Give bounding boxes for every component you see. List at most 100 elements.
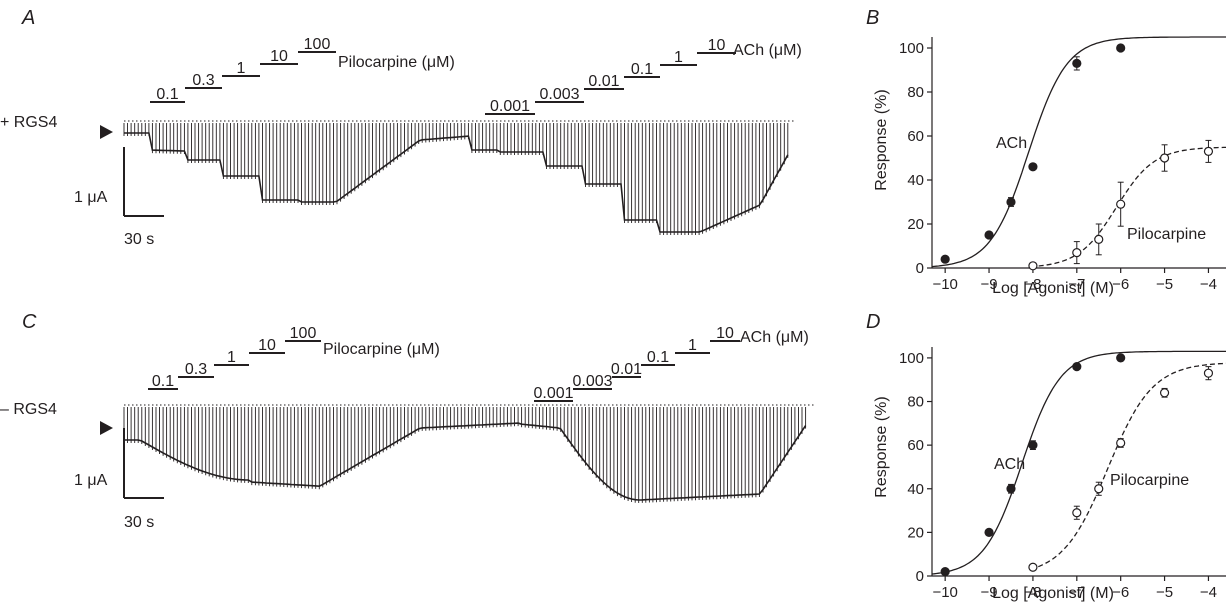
ach-concentration-label: 10 [716, 325, 734, 342]
ach-concentration-label: 1 [674, 49, 683, 66]
ach-concentration-label: 0.01 [611, 361, 642, 378]
pilocarpine-label-c: Pilocarpine (μM) [323, 341, 440, 358]
ach-label-a: ACh (μM) [733, 42, 802, 59]
pilocarpine-concentration-label: 0.3 [185, 361, 207, 378]
y-tick-label: 40 [907, 172, 924, 189]
pilocarpine-data-point [1159, 388, 1170, 398]
pilocarpine-data-point [1028, 562, 1038, 572]
x-tick-label: −4 [1200, 584, 1217, 601]
y-tick-label: 80 [907, 84, 924, 101]
ach-data-point [1116, 43, 1126, 53]
pilocarpine-data-point [1072, 248, 1082, 258]
ach-data-point [1028, 440, 1038, 450]
ach-data-point [1072, 58, 1082, 69]
y-tick-label: 100 [899, 40, 924, 57]
pilocarpine-data-point [1203, 146, 1214, 156]
trace-panel-c: – RGS4 Pilocarpine (μM) ACh (μM) 0.1 0.3 1… [0, 325, 814, 531]
pilocarpine-data-point [1203, 368, 1214, 378]
x-tick-label: −8 [1024, 584, 1041, 601]
ach-concentration-label: 0.1 [647, 349, 669, 366]
ach-data-point [1006, 197, 1016, 207]
ach-concentration-label: 1 [688, 337, 697, 354]
x-tick-label: −9 [980, 584, 997, 601]
x-tick-label: −7 [1068, 584, 1085, 601]
dose-response-chart-b: Log [Agonist] (M) Response (%) 0 20 40 60 80… [873, 36, 1226, 297]
ach-fit-curve [931, 350, 1226, 575]
condition-label-c: – RGS4 [0, 401, 57, 418]
pilocarpine-concentration-label: 10 [258, 337, 276, 354]
y-tick-label: 0 [916, 260, 924, 277]
x-tick-label: −6 [1112, 276, 1129, 293]
concentration-labels-a: 0.1 0.3 1 10 100 0.001 0.003 0.01 0.1 1 10 [150, 36, 736, 115]
series-label-ach: ACh [994, 456, 1025, 473]
x-tick-label: −9 [980, 276, 997, 293]
y-tick-label: 0 [916, 568, 924, 585]
pilocarpine-data-point [1028, 261, 1038, 271]
pilocarpine-concentration-label: 0.1 [156, 86, 178, 103]
pilocarpine-label-a: Pilocarpine (μM) [338, 54, 455, 71]
ach-fit-curve [931, 36, 1226, 268]
panel-letter-b: B [866, 7, 879, 29]
y-tick-label: 20 [907, 524, 924, 541]
y-tick-label: 60 [907, 437, 924, 454]
ach-concentration-label: 0.003 [539, 86, 579, 103]
current-trace-a [100, 120, 796, 235]
holding-current-arrow-icon [100, 421, 113, 435]
current-pulses [123, 123, 789, 235]
pilocarpine-data-point [1094, 484, 1104, 494]
series-label-ach: ACh [996, 135, 1027, 152]
ach-concentration-label: 0.001 [533, 385, 573, 402]
pilocarpine-data-point [1116, 199, 1126, 209]
ach-data-point [1006, 484, 1016, 494]
pilocarpine-concentration-label: 1 [227, 349, 236, 366]
series-label-pilocarpine: Pilocarpine [1110, 472, 1189, 489]
ach-concentration-label: 10 [708, 37, 726, 54]
scale-current-label-c: 1 μA [74, 472, 108, 489]
ach-label-c: ACh (μM) [740, 329, 809, 346]
ach-concentration-label: 0.003 [572, 373, 612, 390]
ach-data-point [940, 567, 950, 577]
pilocarpine-concentration-label: 0.3 [192, 72, 214, 89]
x-tick-label: −8 [1024, 276, 1041, 293]
scale-time-label-c: 30 s [124, 514, 154, 531]
pilocarpine-concentration-label: 1 [237, 60, 246, 77]
ach-data-point [940, 254, 950, 264]
pilocarpine-concentration-label: 100 [304, 36, 331, 53]
pilocarpine-concentration-label: 0.1 [152, 373, 174, 390]
ach-data-point [1072, 362, 1082, 372]
ach-data-point [1116, 353, 1126, 363]
y-tick-label: 60 [907, 128, 924, 145]
current-pulses [123, 407, 807, 503]
current-trace-c [100, 404, 814, 503]
ach-data-point [1028, 162, 1038, 172]
x-tick-label: −4 [1200, 276, 1217, 293]
scale-current-label-a: 1 μA [74, 189, 108, 206]
y-axis-label-b: Response (%) [873, 89, 890, 190]
x-tick-label: −6 [1112, 584, 1129, 601]
x-tick-label: −7 [1068, 276, 1085, 293]
y-axis-label-d: Response (%) [873, 396, 890, 497]
x-tick-label: −10 [932, 276, 957, 293]
y-tick-label: 20 [907, 216, 924, 233]
pilocarpine-fit-curve [1030, 146, 1226, 268]
y-tick-label: 100 [899, 350, 924, 367]
dose-response-chart-d: Log [Agonist] (M) Response (%) 0 20 40 60 80… [873, 347, 1226, 602]
trace-panel-a: + RGS4 Pilocarpine (μM) ACh (μM) 0.1 0.3 1… [0, 36, 802, 248]
pilocarpine-data-point [1072, 508, 1082, 518]
current-envelope [124, 132, 789, 233]
y-tick-label: 40 [907, 481, 924, 498]
pilocarpine-data-point [1116, 438, 1126, 448]
x-tick-label: −5 [1156, 584, 1173, 601]
panel-letter-a: A [21, 7, 35, 29]
x-axis-label-d: Log [Agonist] (M) [992, 585, 1114, 602]
x-tick-label: −10 [932, 584, 957, 601]
ach-concentration-label: 0.01 [588, 73, 619, 90]
condition-label-a: + RGS4 [0, 114, 57, 131]
ach-data-point [984, 527, 994, 537]
pilocarpine-data-point [1159, 153, 1170, 163]
series-label-pilocarpine: Pilocarpine [1127, 226, 1206, 243]
pilocarpine-fit-curve [1030, 362, 1226, 570]
scale-time-label-a: 30 s [124, 231, 154, 248]
x-axis-label-b: Log [Agonist] (M) [992, 280, 1114, 297]
